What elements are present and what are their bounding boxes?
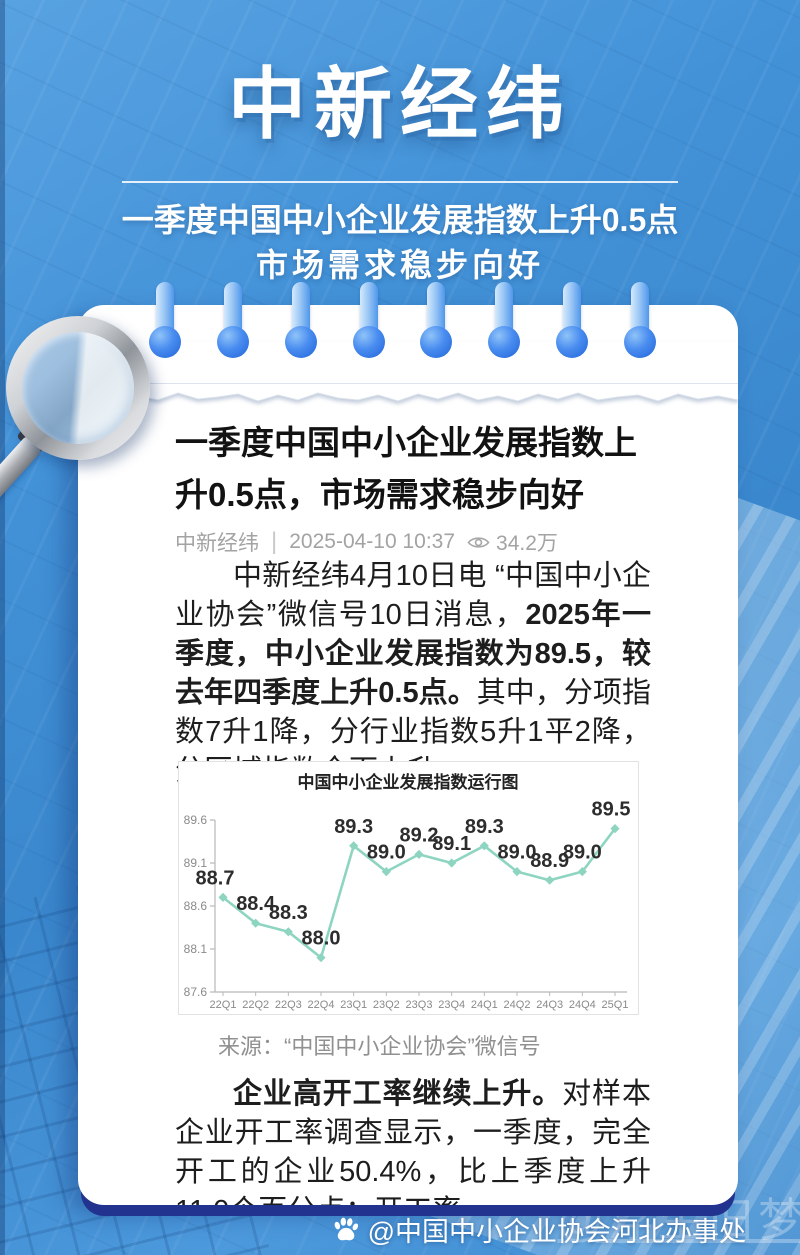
svg-text:23Q3: 23Q3: [406, 999, 433, 1011]
footer-credit-text: @中国中小企业协会河北办事处: [367, 1217, 746, 1247]
binder-pin: [624, 282, 657, 360]
background-left-edge: [0, 0, 5, 1255]
svg-text:89.0: 89.0: [498, 842, 537, 864]
magnifier-lens: [22, 332, 134, 444]
svg-text:89.3: 89.3: [465, 816, 504, 838]
svg-text:89.5: 89.5: [592, 799, 631, 821]
svg-text:89.6: 89.6: [184, 813, 208, 827]
svg-text:中国中小企业发展指数运行图: 中国中小企业发展指数运行图: [298, 772, 519, 792]
svg-text:24Q1: 24Q1: [471, 999, 498, 1011]
binder-pin: [284, 282, 317, 360]
meta-source: 中新经纬: [175, 532, 259, 555]
article-paragraph: 中新经纬4月10日电 “中国中小企业协会”微信号10日消息，2025年一季度，中…: [175, 560, 652, 787]
index-chart-svg: 中国中小企业发展指数运行图 87.6 88.1 88.6 89.1 89.6 22Q1 22Q…: [184, 772, 631, 1011]
binder-pin: [488, 282, 521, 360]
svg-text:22Q3: 22Q3: [275, 999, 302, 1011]
binder-pin: [216, 282, 249, 360]
magnifier-ring: [6, 316, 150, 460]
svg-text:89.1: 89.1: [432, 833, 471, 855]
svg-text:89.2: 89.2: [400, 824, 439, 846]
article-paragraph: 企业高开工率继续上升。对样本企业开工率调查显示，一季度，完全开工的企业50.4%…: [175, 1078, 651, 1205]
brand-title: 中新经纬: [227, 60, 572, 148]
chart-source-caption: 来源：“中国中小企业协会”微信号: [218, 1034, 541, 1059]
svg-text:88.7: 88.7: [196, 867, 235, 889]
article-title: 一季度中国中小企业发展指数上升0.5点，市场需求稳步向好: [175, 424, 637, 513]
meta-views-count: 34.2万: [496, 532, 558, 555]
svg-text:22Q2: 22Q2: [242, 999, 269, 1011]
svg-text:88.1: 88.1: [184, 942, 208, 956]
binder-pin: [420, 282, 453, 360]
svg-text:25Q1: 25Q1: [602, 999, 629, 1011]
meta-datetime: 2025-04-10 10:37: [289, 530, 456, 553]
svg-text:24Q3: 24Q3: [536, 999, 563, 1011]
svg-text:89.3: 89.3: [334, 816, 373, 838]
baidu-paw-icon: [334, 1217, 358, 1240]
header-subtitle-line2: 市场需求稳步向好: [255, 247, 544, 283]
svg-text:88.4: 88.4: [236, 893, 276, 915]
fold-line: [78, 383, 738, 384]
svg-text:87.6: 87.6: [184, 985, 208, 999]
svg-text:24Q2: 24Q2: [504, 999, 531, 1011]
article-card: 一季度中国中小企业发展指数上升0.5点，市场需求稳步向好 中新经纬 | 2025…: [78, 305, 738, 1205]
svg-text:23Q2: 23Q2: [373, 999, 400, 1011]
binder-pin: [352, 282, 385, 360]
index-chart: 中国中小企业发展指数运行图 87.6 88.1 88.6 89.1 89.6 22Q1 22Q…: [178, 761, 639, 1015]
svg-text:89.0: 89.0: [563, 842, 602, 864]
eye-icon: [467, 536, 490, 548]
svg-text:22Q1: 22Q1: [210, 999, 237, 1011]
meta-separator: |: [271, 528, 278, 555]
svg-text:88.9: 88.9: [530, 850, 569, 872]
binder-pin: [149, 282, 181, 360]
svg-text:88.6: 88.6: [184, 899, 208, 913]
svg-text:89.0: 89.0: [367, 842, 406, 864]
header-divider: [122, 181, 678, 183]
svg-text:89.1: 89.1: [184, 856, 208, 870]
svg-text:22Q4: 22Q4: [308, 999, 335, 1011]
footer-credit: @中国中小企业协会河北办事处: [332, 1210, 746, 1249]
header-subtitle-line1: 一季度中国中小企业发展指数上升0.5点: [121, 202, 679, 238]
meta-views: 34.2万: [467, 527, 558, 557]
svg-text:88.0: 88.0: [302, 928, 341, 950]
svg-text:23Q1: 23Q1: [340, 999, 367, 1011]
binder-pin: [556, 282, 589, 360]
svg-text:23Q4: 23Q4: [438, 999, 465, 1011]
article-meta: 中新经纬 | 2025-04-10 10:37 34.2万: [175, 527, 558, 557]
svg-text:88.3: 88.3: [269, 902, 308, 924]
svg-text:24Q4: 24Q4: [569, 999, 596, 1011]
